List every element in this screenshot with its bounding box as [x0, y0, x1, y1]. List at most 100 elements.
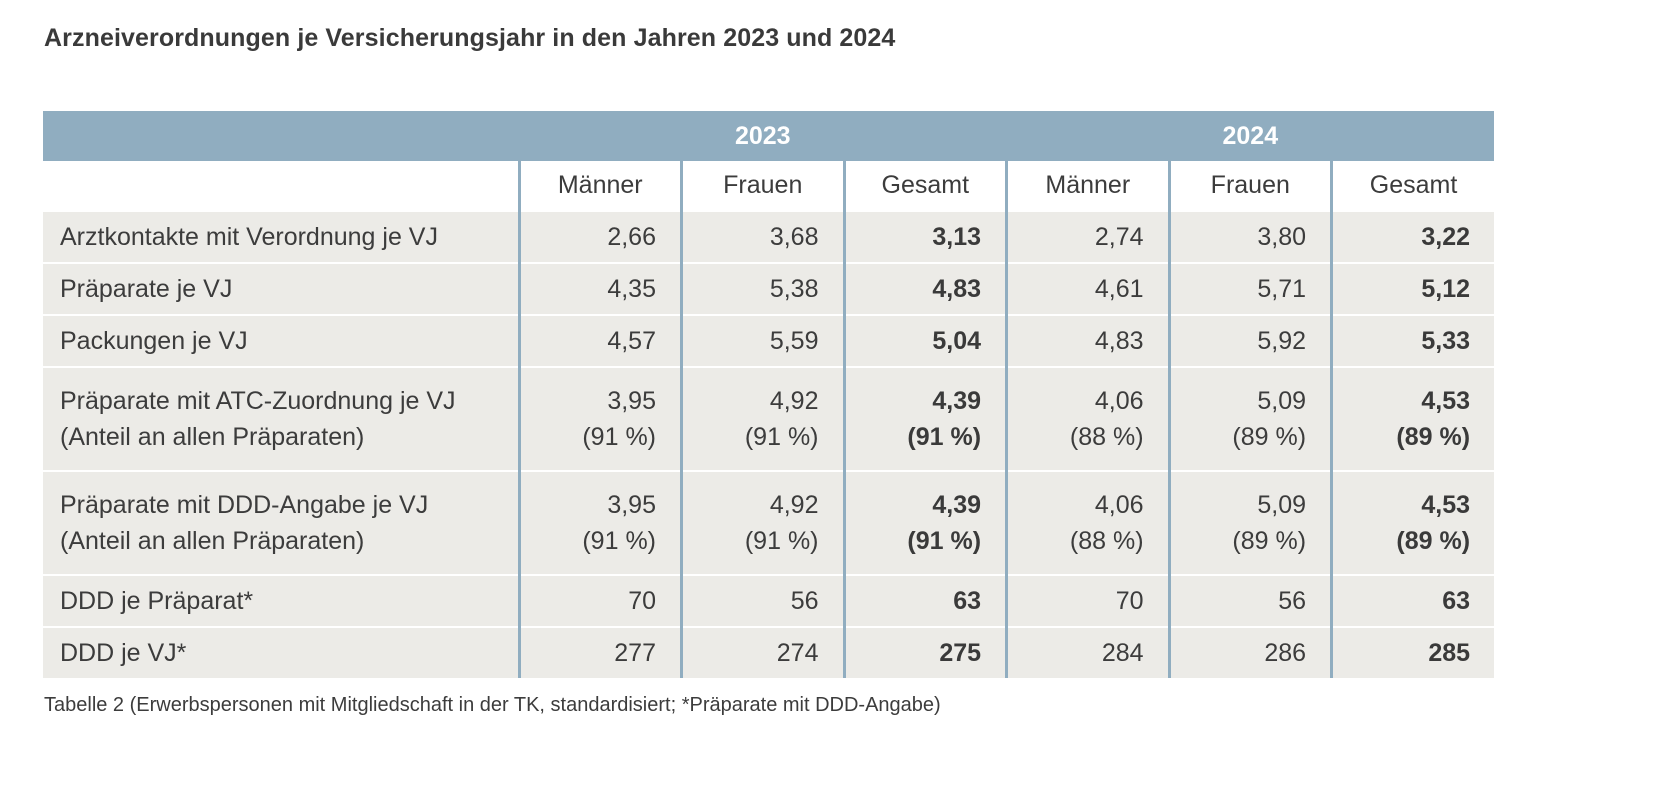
cell-value: 5,71 — [1257, 274, 1307, 303]
cell-maenner-2023: 2,66 — [517, 210, 682, 263]
year-header-empty — [43, 111, 519, 161]
cell-value: 4,57 — [607, 326, 656, 355]
cell-maenner-2023: 70 — [517, 574, 682, 627]
cell-value: 2,66 — [607, 222, 656, 251]
cell-frauen-2024: 286 — [1167, 626, 1332, 678]
table-row: DDD je VJ* 277 274 275 284 286 285 — [43, 626, 1495, 678]
cell-value: 3,95 — [607, 491, 656, 519]
cell-gesamt-2023: 4,83 — [842, 262, 1007, 315]
cell-value: 4,53 — [1421, 387, 1471, 415]
cell-share: (91 %) — [907, 423, 982, 451]
cell-frauen-2023: 5,38 — [680, 262, 844, 315]
cell-gesamt-2023: 275 — [842, 626, 1007, 678]
row-label-subtext: (Anteil an allen Präparaten) — [60, 527, 365, 555]
table-row: Präparate mit DDD-Angabe je VJ (Anteil an… — [43, 470, 1495, 575]
cell-share: (89 %) — [1396, 527, 1471, 555]
cell-share: (91 %) — [744, 527, 819, 555]
cell-frauen-2023: 274 — [680, 626, 844, 678]
column-header-empty — [43, 161, 519, 211]
table-title: Arzneiverordnungen je Versicherungsjahr … — [44, 24, 896, 52]
cell-value: 4,39 — [932, 491, 982, 519]
cell-gesamt-2023: 4,39 (91 %) — [842, 366, 1007, 471]
year-header-2023: 2023 — [519, 111, 1007, 161]
cell-value: 3,68 — [769, 222, 819, 251]
cell-value: 4,92 — [769, 491, 819, 519]
table-body: Arztkontakte mit Verordnung je VJ 2,66 3,6… — [43, 210, 1495, 678]
cell-gesamt-2024: 63 — [1330, 574, 1495, 627]
cell-gesamt-2023: 3,13 — [842, 210, 1007, 263]
cell-value: 3,22 — [1421, 222, 1471, 251]
cell-value: 70 — [1115, 586, 1144, 615]
row-label-text: Präparate je VJ — [60, 274, 233, 303]
cell-gesamt-2023: 63 — [842, 574, 1007, 627]
cell-value: 63 — [1442, 586, 1471, 615]
cell-value: 277 — [614, 638, 656, 667]
cell-value: 3,80 — [1257, 222, 1307, 251]
row-label: Präparate mit DDD-Angabe je VJ (Anteil an… — [43, 470, 519, 575]
cell-gesamt-2023: 4,39 (91 %) — [842, 470, 1007, 575]
column-header-maenner-2023: Männer — [517, 161, 682, 211]
cell-value: 4,06 — [1094, 491, 1144, 519]
cell-value: 70 — [628, 586, 656, 615]
column-header-frauen-2023: Frauen — [680, 161, 844, 211]
cell-frauen-2024: 5,09 (89 %) — [1167, 470, 1332, 575]
cell-value: 2,74 — [1094, 222, 1144, 251]
cell-frauen-2023: 3,68 — [680, 210, 844, 263]
row-label: Packungen je VJ — [43, 314, 519, 367]
cell-value: 3,95 — [607, 387, 656, 415]
cell-value: 4,39 — [932, 387, 982, 415]
cell-gesamt-2024: 5,33 — [1330, 314, 1495, 367]
cell-value: 275 — [939, 638, 982, 667]
cell-maenner-2024: 284 — [1005, 626, 1170, 678]
row-label-subtext: (Anteil an allen Präparaten) — [60, 423, 365, 451]
cell-share: (91 %) — [907, 527, 982, 555]
year-header-row: 2023 2024 — [43, 111, 1495, 161]
cell-share: (88 %) — [1069, 423, 1144, 451]
cell-maenner-2023: 3,95 (91 %) — [517, 366, 682, 471]
cell-share: (89 %) — [1232, 527, 1307, 555]
row-label: Präparate je VJ — [43, 262, 519, 315]
cell-gesamt-2023: 5,04 — [842, 314, 1007, 367]
cell-value: 56 — [790, 586, 819, 615]
cell-frauen-2023: 56 — [680, 574, 844, 627]
column-header-gesamt-2023: Gesamt — [842, 161, 1007, 211]
cell-gesamt-2024: 5,12 — [1330, 262, 1495, 315]
cell-maenner-2023: 277 — [517, 626, 682, 678]
cell-value: 5,38 — [769, 274, 819, 303]
cell-value: 5,12 — [1421, 274, 1471, 303]
cell-value: 4,06 — [1094, 387, 1144, 415]
table-caption: Tabelle 2 (Erwerbspersonen mit Mitglieds… — [44, 694, 941, 716]
cell-value: 4,92 — [769, 387, 819, 415]
cell-maenner-2024: 70 — [1005, 574, 1170, 627]
cell-gesamt-2024: 4,53 (89 %) — [1330, 366, 1495, 471]
column-header-row: Männer Frauen Gesamt Männer Frauen Gesam… — [43, 161, 1495, 211]
cell-frauen-2024: 3,80 — [1167, 210, 1332, 263]
cell-frauen-2023: 4,92 (91 %) — [680, 470, 844, 575]
cell-value: 5,59 — [769, 326, 819, 355]
cell-value: 5,09 — [1257, 491, 1307, 519]
table-row: Präparate mit ATC-Zuordnung je VJ (Anteil… — [43, 366, 1495, 471]
cell-share: (89 %) — [1232, 423, 1307, 451]
cell-value: 4,61 — [1094, 274, 1144, 303]
cell-value: 274 — [776, 638, 819, 667]
year-header-2024: 2024 — [1006, 111, 1495, 161]
cell-value: 4,83 — [932, 274, 982, 303]
cell-maenner-2024: 4,83 — [1005, 314, 1170, 367]
column-header-frauen-2024: Frauen — [1167, 161, 1332, 211]
table-row: Präparate je VJ 4,35 5,38 4,83 4,61 5,71 5,12 — [43, 262, 1495, 315]
row-label-text: DDD je Präparat* — [60, 586, 254, 615]
cell-value: 5,04 — [932, 326, 982, 355]
row-label: Präparate mit ATC-Zuordnung je VJ (Anteil… — [43, 366, 519, 471]
cell-share: (91 %) — [582, 527, 656, 555]
cell-maenner-2024: 2,74 — [1005, 210, 1170, 263]
cell-maenner-2024: 4,61 — [1005, 262, 1170, 315]
cell-frauen-2024: 56 — [1167, 574, 1332, 627]
cell-value: 5,09 — [1257, 387, 1307, 415]
row-label-text: DDD je VJ* — [60, 638, 187, 667]
row-label: Arztkontakte mit Verordnung je VJ — [43, 210, 519, 263]
cell-gesamt-2024: 3,22 — [1330, 210, 1495, 263]
row-label-text: Präparate mit ATC-Zuordnung je VJ — [60, 387, 456, 415]
cell-value: 284 — [1101, 638, 1144, 667]
cell-maenner-2023: 3,95 (91 %) — [517, 470, 682, 575]
cell-frauen-2023: 5,59 — [680, 314, 844, 367]
